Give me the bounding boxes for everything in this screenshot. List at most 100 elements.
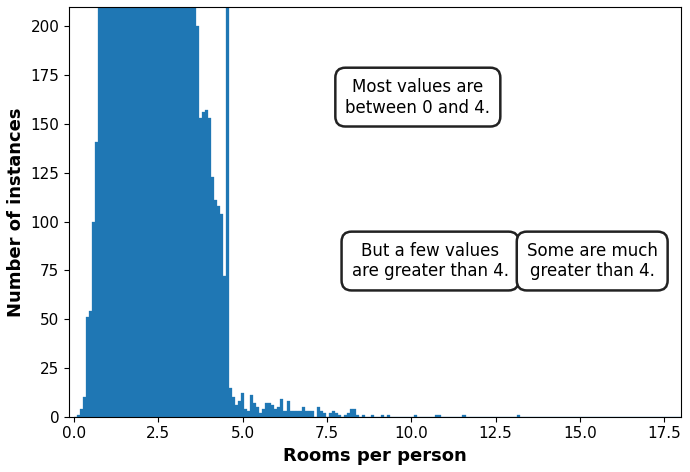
Bar [171, 0, 175, 417]
Bar [86, 317, 89, 417]
Bar [150, 0, 153, 417]
Bar [238, 401, 241, 417]
Bar [195, 26, 199, 417]
Bar [381, 415, 384, 417]
Bar [77, 415, 80, 417]
Bar [223, 276, 226, 417]
Bar [199, 118, 201, 417]
Bar [117, 0, 119, 417]
Bar [232, 397, 235, 417]
Bar [214, 200, 217, 417]
Bar [162, 0, 165, 417]
Bar [147, 0, 150, 417]
Y-axis label: Number of instances: Number of instances [7, 107, 25, 317]
Bar [438, 415, 441, 417]
Bar [371, 415, 375, 417]
Bar [144, 0, 147, 417]
Bar [108, 0, 110, 417]
Bar [362, 415, 366, 417]
Bar [101, 0, 104, 417]
Bar [268, 403, 271, 417]
Bar [138, 0, 141, 417]
Bar [435, 415, 438, 417]
Bar [135, 0, 138, 417]
Bar [332, 411, 335, 417]
Bar [275, 409, 277, 417]
Bar [351, 409, 353, 417]
X-axis label: Rooms per person: Rooms per person [283, 447, 467, 465]
Bar [344, 415, 347, 417]
Bar [317, 407, 320, 417]
Bar [141, 0, 144, 417]
Bar [414, 415, 417, 417]
Bar [159, 0, 162, 417]
Bar [462, 415, 466, 417]
Bar [175, 0, 177, 417]
Bar [208, 118, 210, 417]
Bar [262, 409, 265, 417]
Text: Most values are
between 0 and 4.: Most values are between 0 and 4. [345, 78, 491, 117]
Bar [310, 411, 314, 417]
Bar [299, 411, 302, 417]
Bar [265, 403, 268, 417]
Bar [217, 206, 220, 417]
Bar [184, 0, 186, 417]
Bar [80, 409, 83, 417]
Bar [295, 411, 299, 417]
Bar [244, 409, 247, 417]
Bar [338, 415, 341, 417]
Bar [114, 0, 117, 417]
Bar [92, 222, 95, 417]
Bar [186, 0, 190, 417]
Bar [129, 0, 132, 417]
Bar [335, 413, 338, 417]
Bar [323, 413, 326, 417]
Bar [241, 393, 244, 417]
Bar [190, 0, 193, 417]
Bar [226, 0, 229, 417]
Text: Some are much
greater than 4.: Some are much greater than 4. [526, 242, 658, 280]
Bar [119, 0, 123, 417]
Bar [308, 411, 310, 417]
Bar [284, 411, 286, 417]
Bar [256, 407, 259, 417]
Bar [517, 415, 520, 417]
Bar [156, 0, 159, 417]
Bar [220, 214, 223, 417]
Bar [168, 0, 171, 417]
Bar [290, 411, 293, 417]
Bar [247, 411, 250, 417]
Bar [126, 0, 129, 417]
Bar [293, 411, 295, 417]
Text: But a few values
are greater than 4.: But a few values are greater than 4. [352, 242, 509, 280]
Bar [356, 415, 359, 417]
Bar [353, 409, 356, 417]
Bar [123, 0, 126, 417]
Bar [229, 388, 232, 417]
Bar [250, 396, 253, 417]
Bar [277, 407, 280, 417]
Bar [132, 0, 135, 417]
Bar [305, 411, 308, 417]
Bar [165, 0, 168, 417]
Bar [153, 0, 156, 417]
Bar [180, 0, 184, 417]
Bar [110, 0, 114, 417]
Bar [104, 0, 108, 417]
Bar [259, 413, 262, 417]
Bar [253, 403, 256, 417]
Bar [235, 405, 238, 417]
Bar [177, 0, 180, 417]
Bar [329, 413, 332, 417]
Bar [302, 407, 305, 417]
Bar [193, 0, 195, 417]
Bar [205, 110, 208, 417]
Bar [99, 0, 101, 417]
Bar [210, 177, 214, 417]
Bar [347, 413, 351, 417]
Bar [320, 411, 323, 417]
Bar [201, 112, 205, 417]
Bar [286, 401, 290, 417]
Bar [386, 415, 390, 417]
Bar [271, 405, 275, 417]
